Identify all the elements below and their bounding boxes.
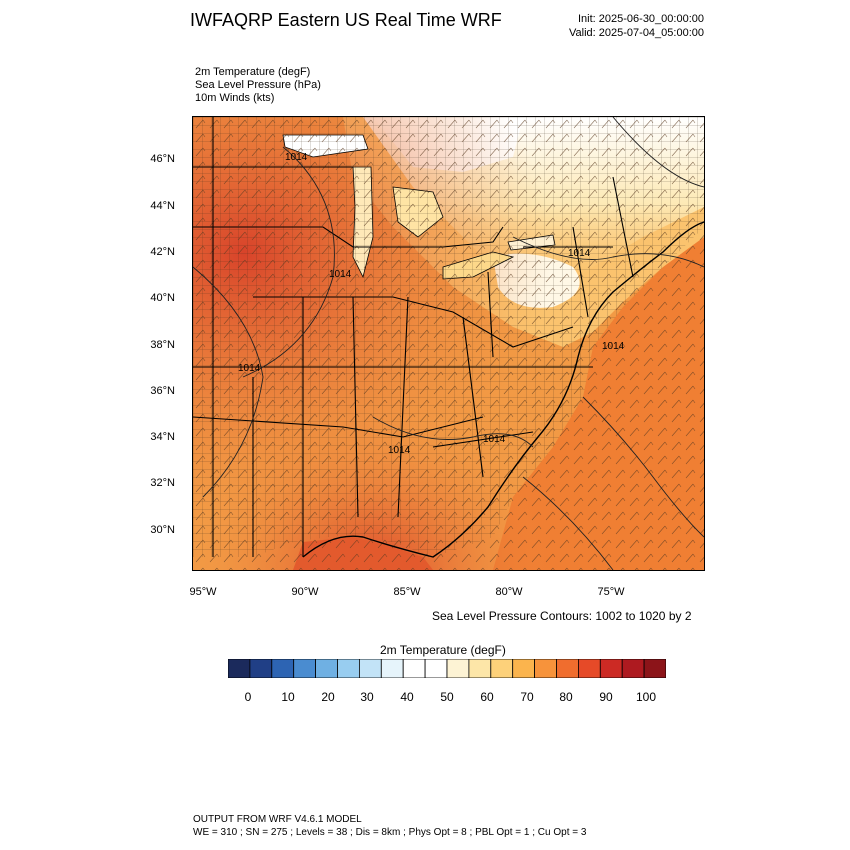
field-label-winds: 10m Winds (kts) [195, 92, 275, 104]
lat-label: 36°N [150, 385, 175, 397]
init-time: Init: 2025-06-30_00:00:00 [578, 13, 704, 25]
footer-model: OUTPUT FROM WRF V4.6.1 MODEL [193, 814, 362, 825]
field-label-pressure: Sea Level Pressure (hPa) [195, 79, 321, 91]
colorbar-label: 100 [635, 690, 657, 704]
colorbar-label: 80 [559, 690, 573, 704]
colorbar-swatch [534, 659, 557, 678]
pressure-label: 1014 [285, 152, 308, 163]
colorbar-swatch [271, 659, 295, 678]
pressure-label: 1014 [568, 248, 591, 259]
temperature-map [193, 117, 704, 570]
colorbar-swatch [358, 659, 382, 678]
valid-time: Valid: 2025-07-04_05:00:00 [569, 27, 704, 39]
colorbar-swatch [315, 659, 338, 678]
lat-label: 46°N [150, 153, 175, 165]
colorbar-swatch [577, 659, 601, 678]
lon-label: 75°W [597, 586, 625, 598]
lon-label: 85°W [393, 586, 421, 598]
colorbar-swatch [402, 659, 426, 678]
colorbar-swatch [337, 659, 360, 678]
colorbar-swatch [621, 659, 645, 678]
colorbar-label: 30 [360, 690, 374, 704]
colorbar [228, 659, 666, 678]
colorbar-swatch [293, 659, 316, 678]
colorbar-label: 20 [321, 690, 335, 704]
pressure-label: 1014 [602, 341, 625, 352]
pressure-label: 1014 [329, 269, 352, 280]
lat-label: 30°N [150, 524, 175, 536]
lat-label: 42°N [150, 246, 175, 258]
colorbar-swatch [380, 659, 404, 678]
footer-config: WE = 310 ; SN = 275 ; Levels = 38 ; Dis … [193, 827, 587, 838]
lat-label: 40°N [150, 292, 175, 304]
contour-note: Sea Level Pressure Contours: 1002 to 102… [432, 609, 692, 623]
colorbar-swatch [228, 659, 251, 678]
colorbar-label: 90 [599, 690, 613, 704]
coastline [302, 221, 704, 558]
lat-label: 44°N [150, 200, 175, 212]
pressure-label: 1014 [483, 434, 506, 445]
lat-label: 32°N [150, 477, 175, 489]
colorbar-label: 50 [440, 690, 454, 704]
pressure-label: 1014 [238, 363, 261, 374]
colorbar-label: 70 [520, 690, 534, 704]
pressure-label: 1014 [388, 445, 411, 456]
lat-label: 38°N [150, 339, 175, 351]
colorbar-swatch [490, 659, 514, 678]
lon-label: 80°W [495, 586, 523, 598]
colorbar-swatch [424, 659, 448, 678]
colorbar-swatch [512, 659, 536, 678]
colorbar-swatch [468, 659, 492, 678]
plot-title: IWFAQRP Eastern US Real Time WRF [190, 10, 502, 30]
field-label-temperature: 2m Temperature (degF) [195, 66, 311, 78]
colorbar-label: 0 [244, 690, 252, 704]
colorbar-swatch [249, 659, 273, 678]
lon-label: 95°W [189, 586, 217, 598]
colorbar-title: 2m Temperature (degF) [380, 643, 506, 657]
colorbar-label: 60 [480, 690, 494, 704]
colorbar-swatch [599, 659, 623, 678]
lon-label: 90°W [291, 586, 319, 598]
state-borders [193, 117, 634, 557]
colorbar-swatch [643, 659, 666, 678]
pressure-contours [193, 117, 704, 570]
map-panel: 1014 1014 1014 1014 1014 1014 1014 [192, 116, 705, 571]
colorbar-swatch [556, 659, 579, 678]
colorbar-label: 40 [400, 690, 414, 704]
colorbar-swatch [446, 659, 470, 678]
lat-label: 34°N [150, 431, 175, 443]
colorbar-label: 10 [281, 690, 295, 704]
